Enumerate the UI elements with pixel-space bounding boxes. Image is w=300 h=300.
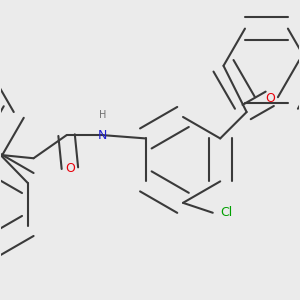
Text: N: N bbox=[98, 129, 108, 142]
Text: O: O bbox=[265, 92, 275, 105]
Text: H: H bbox=[99, 110, 106, 120]
Text: Cl: Cl bbox=[220, 206, 232, 219]
Text: O: O bbox=[65, 162, 75, 175]
